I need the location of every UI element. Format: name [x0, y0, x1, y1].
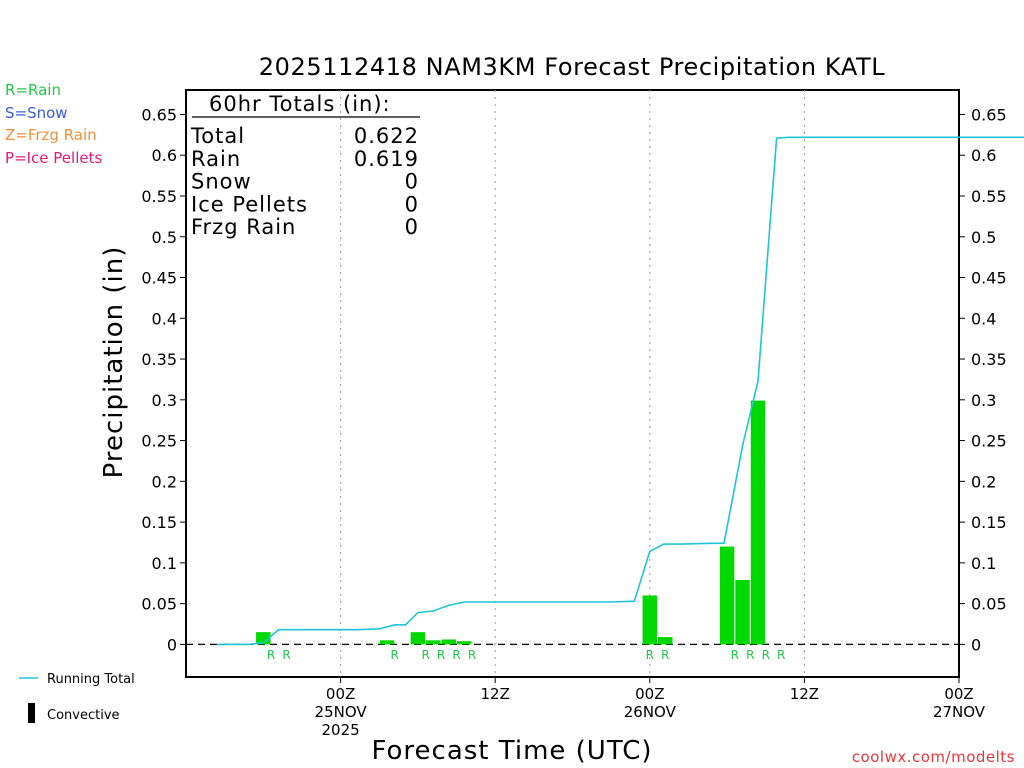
ptype-legend-frzg-rain: Z=Frzg Rain	[5, 126, 97, 144]
ptype-marker: R	[646, 648, 654, 662]
totals-row-label: Snow	[191, 170, 252, 194]
ptype-marker: R	[777, 648, 785, 662]
convective-legend-swatch	[28, 703, 35, 723]
y-tick-label-right: 0.55	[971, 187, 1007, 206]
totals-row-label: Rain	[191, 147, 241, 171]
totals-row-label: Ice Pellets	[191, 192, 308, 216]
precip-bar	[426, 640, 441, 645]
y-tick-label-right: 0.5	[971, 228, 996, 247]
y-tick-label-left: 0.65	[141, 105, 177, 124]
y-tick-label-right: 0.4	[971, 309, 996, 328]
ptype-marker: R	[731, 648, 739, 662]
y-tick-label-right: 0.45	[971, 269, 1007, 288]
totals-row-value: 0	[405, 192, 419, 216]
precip-bar	[750, 400, 766, 645]
ptype-legend-snow: S=Snow	[5, 104, 68, 122]
totals-row-label: Total	[190, 124, 245, 148]
x-tick-label: 00Z	[944, 685, 973, 703]
ptype-marker: R	[762, 648, 770, 662]
totals-row-value: 0	[405, 170, 419, 194]
x-tick-label: 12Z	[790, 685, 819, 703]
precip-bar	[441, 639, 457, 645]
precip-bar	[379, 640, 395, 645]
x-tick-label: 25NOV	[315, 703, 368, 721]
plot-frame	[185, 89, 960, 678]
ptype-legend-rain: R=Rain	[5, 81, 61, 99]
ptype-marker: R	[282, 648, 290, 662]
precip-bar	[410, 632, 426, 645]
running-total-legend: Running Total	[19, 672, 135, 687]
y-tick-label-left: 0	[167, 635, 177, 654]
y-tick-label-right: 0.2	[971, 472, 996, 491]
x-tick-label: 2025	[322, 721, 360, 739]
x-tick-label: 27NOV	[933, 703, 986, 721]
totals-rows: Total 0.622 Rain 0.619 Snow 0 Ice Pellets 0 Frzg…	[190, 124, 419, 239]
x-tick-label: 12Z	[481, 685, 510, 703]
ptype-marker: R	[468, 648, 476, 662]
totals-row-value: 0.619	[354, 147, 419, 171]
y-tick-label-left: 0.4	[152, 309, 177, 328]
y-tick-label-left: 0.6	[152, 146, 177, 165]
y-tick-label-right: 0.15	[971, 513, 1007, 532]
y-tick-label-left: 0.5	[152, 228, 177, 247]
y-tick-label-left: 0.15	[141, 513, 177, 532]
y-tick-label-right: 0.6	[971, 146, 996, 165]
convective-legend-label: Convective	[47, 708, 120, 723]
precip-bars	[256, 400, 766, 645]
y-tick-label-left: 0.25	[141, 432, 177, 451]
y-tick-label-left: 0.35	[141, 350, 177, 369]
y-tick-label-right: 0	[971, 635, 981, 654]
x-tick-label: 00Z	[326, 685, 355, 703]
y-tick-label-left: 0.55	[141, 187, 177, 206]
totals-row-value: 0	[405, 215, 419, 239]
totals-box: 60hr Totals (in): Total 0.622 Rain 0.619 Sno…	[190, 92, 420, 239]
x-tick-label: 00Z	[635, 685, 664, 703]
x-tick-label: 26NOV	[624, 703, 677, 721]
y-axis-ticks: 0 00.05 0.050.1 0.10.15 0.150.2 0.20.25 0.250.…	[141, 105, 1006, 654]
y-tick-label-left: 0.1	[152, 554, 177, 573]
ptype-marker: R	[421, 648, 429, 662]
ptype-marker: R	[746, 648, 754, 662]
y-tick-label-right: 0.1	[971, 554, 996, 573]
y-tick-label-left: 0.3	[152, 391, 177, 410]
precip-bar	[457, 641, 472, 645]
precip-bar	[719, 546, 735, 645]
ptype-marker: R	[452, 648, 460, 662]
totals-heading: 60hr Totals (in):	[209, 92, 391, 116]
ptype-marker: R	[661, 648, 669, 662]
y-tick-label-right: 0.65	[971, 105, 1007, 124]
running-total-legend-label: Running Total	[47, 672, 135, 687]
convective-legend: Convective	[28, 703, 120, 723]
ptype-marker: R	[437, 648, 445, 662]
y-tick-label-right: 0.35	[971, 350, 1007, 369]
running-total-line	[216, 136, 1024, 646]
y-axis-label: Precipitation (in)	[99, 246, 129, 479]
precip-bar	[256, 632, 271, 645]
ptype-legend-ice-pellets: P=Ice Pellets	[5, 149, 103, 167]
y-tick-label-left: 0.05	[141, 595, 177, 614]
chart-title: 2025112418 NAM3KM Forecast Precipitation…	[259, 53, 886, 81]
y-tick-label-right: 0.3	[971, 391, 996, 410]
y-tick-label-right: 0.25	[971, 432, 1007, 451]
x-axis-label: Forecast Time (UTC)	[371, 736, 652, 766]
ptype-marker: R	[267, 648, 275, 662]
y-tick-label-left: 0.45	[141, 269, 177, 288]
ptype-marker: R	[391, 648, 399, 662]
precip-bar	[642, 595, 658, 645]
y-tick-label-right: 0.05	[971, 595, 1007, 614]
totals-row-value: 0.622	[354, 124, 419, 148]
totals-row-label: Frzg Rain	[191, 215, 296, 239]
credit-link[interactable]: coolwx.com/modelts	[851, 748, 1015, 766]
precip-bar	[735, 579, 750, 645]
precip-bar	[658, 637, 673, 645]
y-tick-label-left: 0.2	[152, 472, 177, 491]
